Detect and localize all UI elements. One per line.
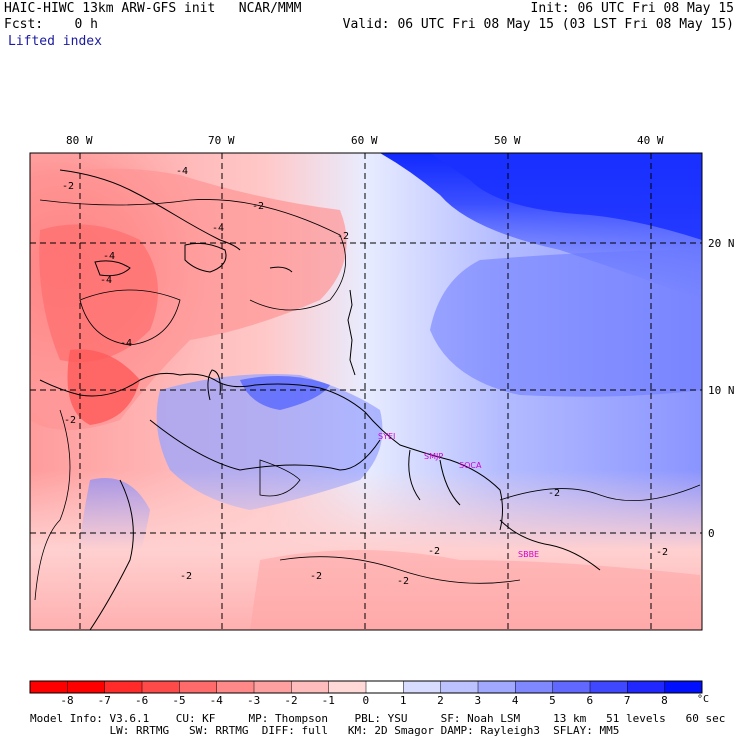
colorbar-label: -6 xyxy=(135,694,149,707)
colorbar-swatch xyxy=(590,681,628,693)
contour-label: -2 xyxy=(337,231,350,242)
colorbar-swatch xyxy=(366,681,404,693)
colorbar-swatch xyxy=(627,681,666,693)
colorbar-label: 1 xyxy=(399,694,407,707)
valid-time: Valid: 06 UTC Fri 08 May 15 (03 LST Fri … xyxy=(342,17,734,32)
station-label: SBBE xyxy=(518,550,540,559)
colorbar-swatch xyxy=(515,681,554,693)
model-info-line2: LW: RRTMG SW: RRTMG DIFF: full KM: 2D Sm… xyxy=(30,724,620,737)
contour-label: -2 xyxy=(428,546,441,557)
colorbar-label: 8 xyxy=(661,694,668,707)
station-label: SMJP xyxy=(424,452,444,461)
colorbar-swatch xyxy=(328,681,367,693)
station-label: SOCA xyxy=(459,461,482,470)
colorbar-label: 0 xyxy=(362,694,370,707)
colorbar-label: -1 xyxy=(321,694,335,707)
colorbar-label: 6 xyxy=(586,694,594,707)
station-label: SYEI xyxy=(378,432,396,441)
colorbar-label: -3 xyxy=(247,694,261,707)
lon-label: 80 W xyxy=(66,134,93,147)
colorbar-swatch xyxy=(664,681,703,693)
colorbar-label: 4 xyxy=(511,694,519,707)
contour-label: -2 xyxy=(62,181,75,192)
contour-label: -2 xyxy=(310,571,323,582)
colorbar-label: -2 xyxy=(284,694,298,707)
lon-label: 50 W xyxy=(494,134,521,147)
lon-label: 70 W xyxy=(208,134,235,147)
lat-label: 10 N xyxy=(708,384,735,397)
contour-label: -2 xyxy=(64,415,77,426)
colorbar-swatch xyxy=(67,681,106,693)
contour-label: -2 xyxy=(397,576,410,587)
model-info-line1: Model Info: V3.6.1 CU: KF MP: Thompson P… xyxy=(30,712,726,725)
contour-label: -2 xyxy=(252,201,265,212)
contour-label: -2 xyxy=(180,571,193,582)
contour-label: -4 xyxy=(103,251,116,262)
map-frame xyxy=(29,152,703,631)
lat-label: 0 xyxy=(708,527,715,540)
colorbar-swatch xyxy=(104,681,143,693)
colorbar-label: -4 xyxy=(209,694,223,707)
colorbar-swatch xyxy=(30,681,68,693)
colorbar-label: 7 xyxy=(623,694,631,707)
contour-label: -4 xyxy=(120,338,133,349)
contour-label: -4 xyxy=(176,166,189,177)
forecast-hour: Fcst: 0 h xyxy=(4,17,98,32)
contour-label: -2 xyxy=(548,488,561,499)
field-name: Lifted index xyxy=(8,34,102,49)
lat-label: 20 N xyxy=(708,237,735,250)
colorbar-label: 3 xyxy=(474,694,482,707)
lon-label: 60 W xyxy=(351,134,378,147)
colorbar-label: 2 xyxy=(437,694,444,707)
colorbar-swatch xyxy=(478,681,516,693)
init-time: Init: 06 UTC Fri 08 May 15 xyxy=(530,1,735,16)
colorbar-label: -7 xyxy=(97,694,111,707)
colorbar-swatch xyxy=(179,681,218,693)
colorbar-swatch xyxy=(403,681,442,693)
colorbar-swatch xyxy=(142,681,180,693)
contour-label: -4 xyxy=(212,223,225,234)
colorbar-swatch xyxy=(216,681,255,693)
colorbar-swatch xyxy=(254,681,292,693)
contour-label: -2 xyxy=(656,547,669,558)
colorbar-swatch xyxy=(552,681,591,693)
colorbar-swatch xyxy=(291,681,330,693)
lat-lon-grid xyxy=(30,153,702,630)
colorbar-label: -8 xyxy=(60,694,74,707)
colorbar-label: -5 xyxy=(172,694,186,707)
colorbar-label: 5 xyxy=(549,694,556,707)
lon-label: 40 W xyxy=(637,134,664,147)
colorbar-swatch xyxy=(440,681,479,693)
model-title: HAIC-HIWC 13km ARW-GFS init NCAR/MMM xyxy=(4,1,302,16)
contour-label: -4 xyxy=(100,275,113,286)
colorbar-unit: °C xyxy=(697,694,710,705)
